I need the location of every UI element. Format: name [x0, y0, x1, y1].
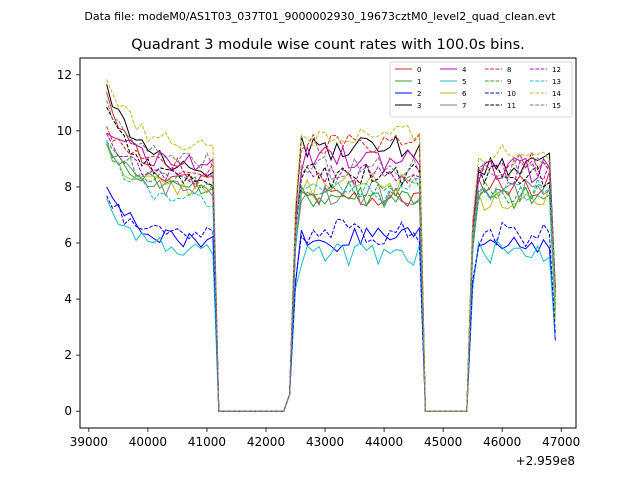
x-tick-label: 43000 [306, 435, 344, 449]
legend-label-1: 1 [417, 78, 421, 86]
y-tick-label: 10 [57, 124, 72, 138]
series-line-9 [106, 141, 556, 412]
legend-label-0: 0 [417, 66, 421, 74]
legend-label-8: 8 [507, 66, 511, 74]
legend-label-10: 10 [507, 90, 516, 98]
legend-box [389, 61, 573, 118]
x-tick-label: 46000 [483, 435, 521, 449]
x-tick-label: 47000 [542, 435, 580, 449]
legend-label-5: 5 [462, 78, 466, 86]
legend-label-4: 4 [462, 66, 467, 74]
legend-label-6: 6 [462, 90, 467, 98]
plot-lines [106, 79, 556, 412]
y-tick-label: 8 [64, 180, 72, 194]
x-tick-label: 44000 [365, 435, 403, 449]
series-line-13 [106, 140, 556, 412]
legend-label-11: 11 [507, 102, 516, 110]
legend-label-15: 15 [552, 102, 561, 110]
legend-label-13: 13 [552, 78, 561, 86]
x-tick-label: 39000 [70, 435, 108, 449]
y-tick-label: 6 [64, 236, 72, 250]
series-line-8 [106, 126, 556, 412]
figure-suptitle: Data file: modeM0/AS1T03_037T01_90000029… [84, 10, 556, 23]
series-line-4 [106, 132, 556, 412]
x-tick-label: 45000 [424, 435, 462, 449]
y-axis: 0 2 4 6 8 10 12 [57, 68, 80, 418]
x-tick-label: 41000 [188, 435, 226, 449]
y-tick-label: 12 [57, 68, 72, 82]
series-line-12 [106, 133, 556, 412]
series-line-7 [106, 144, 556, 412]
legend-label-9: 9 [507, 78, 511, 86]
y-tick-label: 4 [64, 292, 72, 306]
legend-label-2: 2 [417, 90, 421, 98]
x-tick-label: 42000 [247, 435, 285, 449]
legend-label-3: 3 [417, 102, 421, 110]
series-line-0 [106, 92, 556, 412]
series-line-5 [106, 198, 556, 412]
x-offset-label: +2.959e8 [516, 454, 575, 468]
x-axis: 39000 40000 41000 42000 43000 44000 45000 46000… [70, 428, 580, 449]
series-line-10 [106, 195, 556, 412]
series-line-14 [106, 79, 556, 412]
legend-label-14: 14 [552, 90, 561, 98]
x-tick-label: 40000 [129, 435, 167, 449]
y-tick-label: 2 [64, 348, 72, 362]
y-tick-label: 0 [64, 404, 72, 418]
legend-label-7: 7 [462, 102, 466, 110]
legend-label-12: 12 [552, 66, 561, 74]
chart-title: Quadrant 3 module wise count rates with … [131, 37, 525, 53]
series-line-15 [106, 100, 556, 412]
